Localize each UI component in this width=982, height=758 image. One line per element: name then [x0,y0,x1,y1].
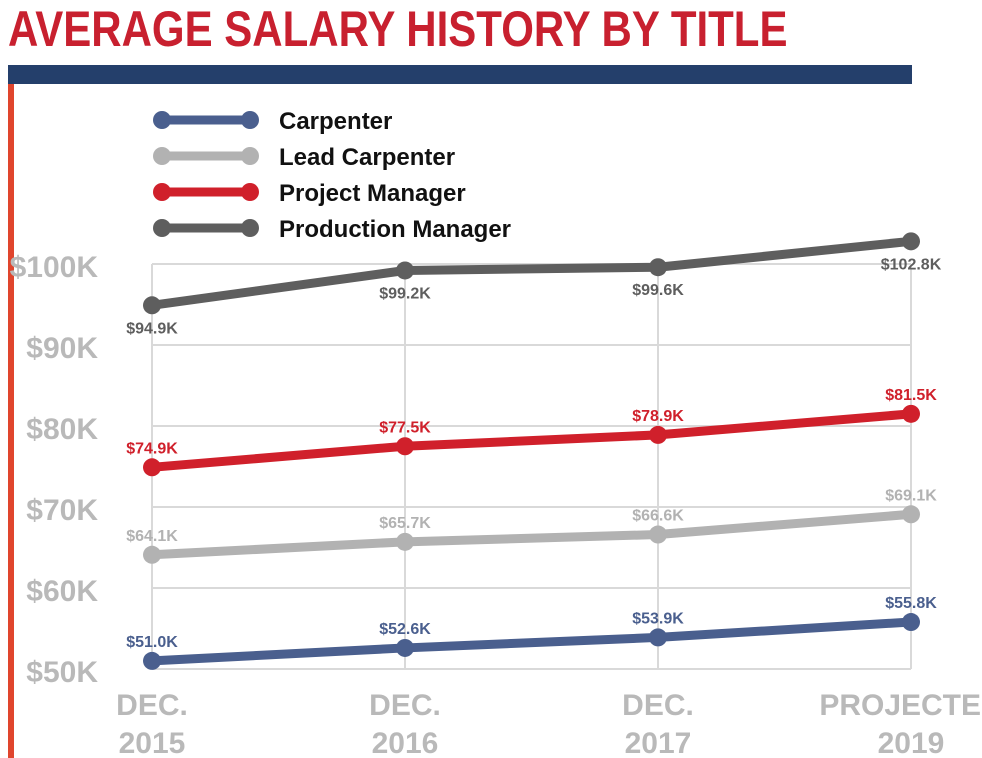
data-label: $99.6K [632,282,684,299]
page-title: AVERAGE SALARY HISTORY BY TITLE [8,1,788,57]
data-point [902,404,920,423]
data-label: $94.9K [126,320,178,337]
data-point [396,638,414,657]
x-axis-ticks: DEC. 2015 DEC. 2016 DEC. 2017 PROJECTED 2019 [116,689,982,758]
data-label: $74.9K [126,440,178,457]
data-point [902,613,920,632]
legend-label: Production Manager [279,216,511,243]
data-label: $77.5K [379,419,431,436]
data-label: $51.0K [126,634,178,651]
y-tick-label: $100K [10,251,99,284]
data-label: $65.7K [379,515,431,532]
chart-legend: Carpenter Lead Carpenter Project Manager Pr… [153,108,511,243]
data-point [902,232,920,251]
legend-swatch-dot [153,219,171,237]
data-label: $99.2K [379,285,431,302]
legend-swatch-dot [241,219,259,237]
data-point [143,458,161,477]
data-label: $64.1K [126,528,178,545]
data-point [396,532,414,551]
y-tick-label: $70K [26,494,98,527]
x-tick-label: 2017 [625,727,692,758]
legend-swatch-dot [241,111,259,129]
series-line [147,409,916,472]
legend-swatch-dot [241,147,259,165]
legend-swatch-dot [153,183,171,201]
data-point [649,525,667,544]
data-point [143,296,161,315]
data-label: $52.6K [379,621,431,638]
data-label: $53.9K [632,610,684,627]
x-tick-label: DEC. [116,689,188,722]
x-tick-label: DEC. [369,689,441,722]
x-tick-label: 2019 [878,727,945,758]
series-line [147,236,916,310]
x-tick-label: 2016 [372,727,439,758]
data-label: $55.8K [885,595,937,612]
data-label: $66.6K [632,508,684,525]
chart-grid [151,263,912,670]
side-accent-rule [8,84,14,758]
data-label: $78.9K [632,408,684,425]
legend-swatch-dot [153,147,171,165]
data-point [396,437,414,456]
data-point [902,505,920,524]
legend-swatch-dot [241,183,259,201]
chart-series: $51.0K $52.6K $53.9K $55.8K $64.1K $65.7K $66.… [126,232,942,670]
x-tick-label: 2015 [119,727,186,758]
data-point [396,261,414,280]
data-point [649,628,667,647]
legend-label: Carpenter [279,108,392,135]
legend-swatch-dot [153,111,171,129]
data-point [143,651,161,670]
y-axis-ticks: $100K $90K $80K $70K $60K $50K [10,251,99,689]
data-point [143,545,161,564]
data-point [649,258,667,277]
x-tick-label: DEC. [622,689,694,722]
y-tick-label: $50K [26,656,98,689]
data-label: $81.5K [885,387,937,404]
y-tick-label: $90K [26,332,98,365]
y-tick-label: $60K [26,575,98,608]
data-point [649,425,667,444]
data-label: $102.8K [881,256,942,273]
x-tick-label: PROJECTED [819,689,982,722]
series-line [147,509,916,560]
y-tick-label: $80K [26,413,98,446]
data-label: $69.1K [885,487,937,504]
series-line [147,617,916,666]
header-rule [8,65,912,84]
legend-label: Project Manager [279,180,466,207]
legend-label: Lead Carpenter [279,144,455,171]
